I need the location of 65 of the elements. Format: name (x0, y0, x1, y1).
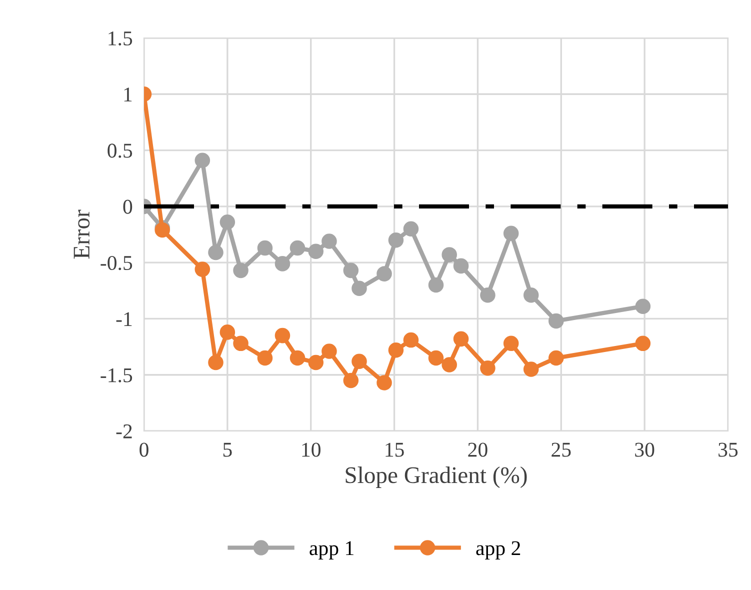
x-tick-label: 25 (552, 442, 571, 457)
point (290, 350, 306, 366)
point (274, 328, 290, 344)
point (208, 354, 224, 370)
point (352, 354, 367, 370)
point (480, 360, 496, 376)
point (343, 262, 359, 278)
y-tick-label: 1.5 (108, 31, 132, 46)
point (274, 256, 290, 272)
point (635, 336, 651, 352)
x-tick-label: 30 (635, 442, 654, 457)
point (220, 214, 236, 230)
x-tick-label: 0 (140, 442, 148, 457)
point (290, 240, 306, 256)
point (548, 350, 564, 366)
point (308, 244, 324, 259)
x-tick-label: 20 (468, 442, 488, 457)
point (194, 152, 210, 168)
point (503, 336, 519, 352)
legend-label: app 2 (476, 541, 520, 560)
point (480, 287, 496, 303)
y-tick-label: 0.5 (108, 144, 132, 158)
legend-label: app 1 (310, 541, 354, 560)
point (388, 342, 404, 358)
point (343, 372, 359, 388)
y-axis-title: Error (74, 210, 90, 259)
point (233, 336, 248, 352)
x-axis-title: Slope Gradient (%) (346, 466, 527, 488)
point (376, 266, 392, 282)
point (388, 232, 404, 248)
point (233, 262, 248, 278)
y-tick-label: -1 (116, 312, 132, 326)
point (453, 331, 469, 347)
point (523, 362, 539, 377)
point (503, 226, 519, 242)
point (308, 354, 324, 370)
point (154, 222, 170, 238)
point (322, 234, 337, 249)
y-tick-label: -1.5 (100, 368, 132, 382)
point (208, 244, 224, 260)
x-tick-label: 35 (718, 442, 738, 457)
point (322, 344, 337, 359)
point (257, 240, 273, 256)
point (442, 247, 457, 262)
point (194, 262, 210, 277)
point (220, 324, 236, 340)
point (548, 313, 564, 329)
point (442, 357, 457, 372)
point (352, 280, 367, 296)
y-tick-label: 0 (123, 200, 132, 214)
point (257, 350, 273, 366)
point (635, 298, 651, 314)
point (428, 350, 444, 366)
y-tick-label: -2 (116, 424, 132, 438)
y-tick-label: -0.5 (100, 256, 132, 270)
point (403, 221, 419, 237)
x-tick-label: 15 (386, 442, 404, 457)
point (403, 332, 419, 348)
x-tick-label: 10 (302, 442, 320, 457)
point (523, 287, 539, 303)
point (376, 375, 392, 390)
x-tick-label: 5 (223, 442, 232, 457)
point (453, 258, 469, 274)
y-tick-label: 1 (124, 88, 132, 102)
point (428, 277, 444, 293)
